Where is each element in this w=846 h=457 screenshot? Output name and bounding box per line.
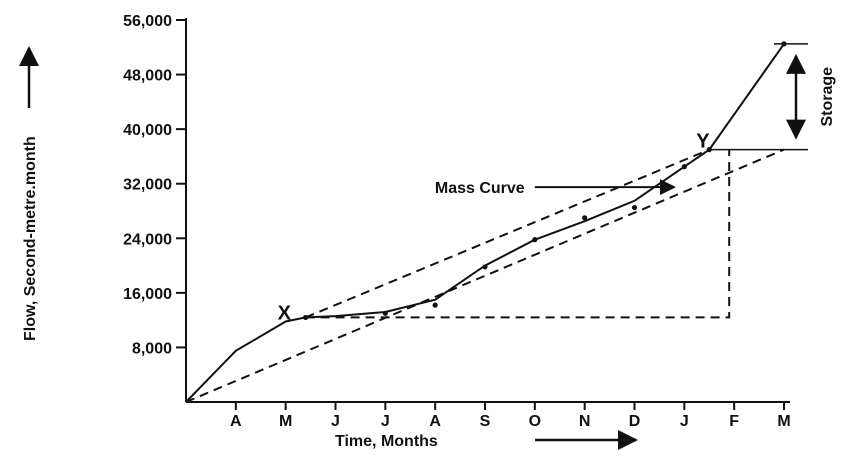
dashed-line-2 (185, 148, 785, 403)
point-label-x: X (278, 302, 292, 324)
x-tick-label: A (429, 413, 441, 430)
y-ticks: 8,000 16,000 24,000 32,000 40,000 48,000 56,00… (123, 13, 186, 357)
point-label-y: Y (696, 131, 710, 153)
y-tick-label: 32,000 (123, 177, 172, 194)
storage-label: Storage (819, 67, 836, 127)
x-tick-label: M (279, 413, 292, 430)
data-point (482, 264, 488, 270)
x-tick-label: A (230, 413, 242, 430)
x-axis-label: Time, Months (335, 433, 438, 450)
x-tick-label: J (381, 413, 390, 430)
mass-curve-line (185, 43, 785, 403)
x-tick-label: D (629, 413, 641, 430)
x-tick-label: F (729, 413, 739, 430)
axes (185, 18, 790, 403)
y-tick-label: 48,000 (123, 68, 172, 85)
data-point (382, 310, 388, 316)
data-point (582, 215, 588, 221)
data-point (532, 237, 538, 243)
y-tick-label: 8,000 (132, 340, 172, 357)
y-tick-label: 56,000 (123, 13, 172, 30)
y-tick-label: 40,000 (123, 122, 172, 139)
series-layer (185, 41, 787, 403)
x-tick-label: O (529, 413, 541, 430)
x-tick-label: M (777, 413, 790, 430)
dashed-line-1 (305, 148, 710, 319)
y-tick-label: 16,000 (123, 286, 172, 303)
dashed-line-3 (305, 149, 731, 319)
y-axis-label: Flow, Second-metre.month (22, 136, 39, 341)
x-tick-label: N (579, 413, 591, 430)
data-point (432, 302, 438, 308)
data-point (631, 204, 638, 211)
mass-curve-label: Mass Curve (435, 180, 525, 197)
annotation-layer: X Y Mass Curve Storage (278, 43, 836, 324)
x-tick-label: J (331, 413, 340, 430)
x-tick-label: J (680, 413, 689, 430)
y-tick-label: 24,000 (123, 231, 172, 248)
x-tick-label: S (480, 413, 491, 430)
data-point (681, 164, 687, 170)
